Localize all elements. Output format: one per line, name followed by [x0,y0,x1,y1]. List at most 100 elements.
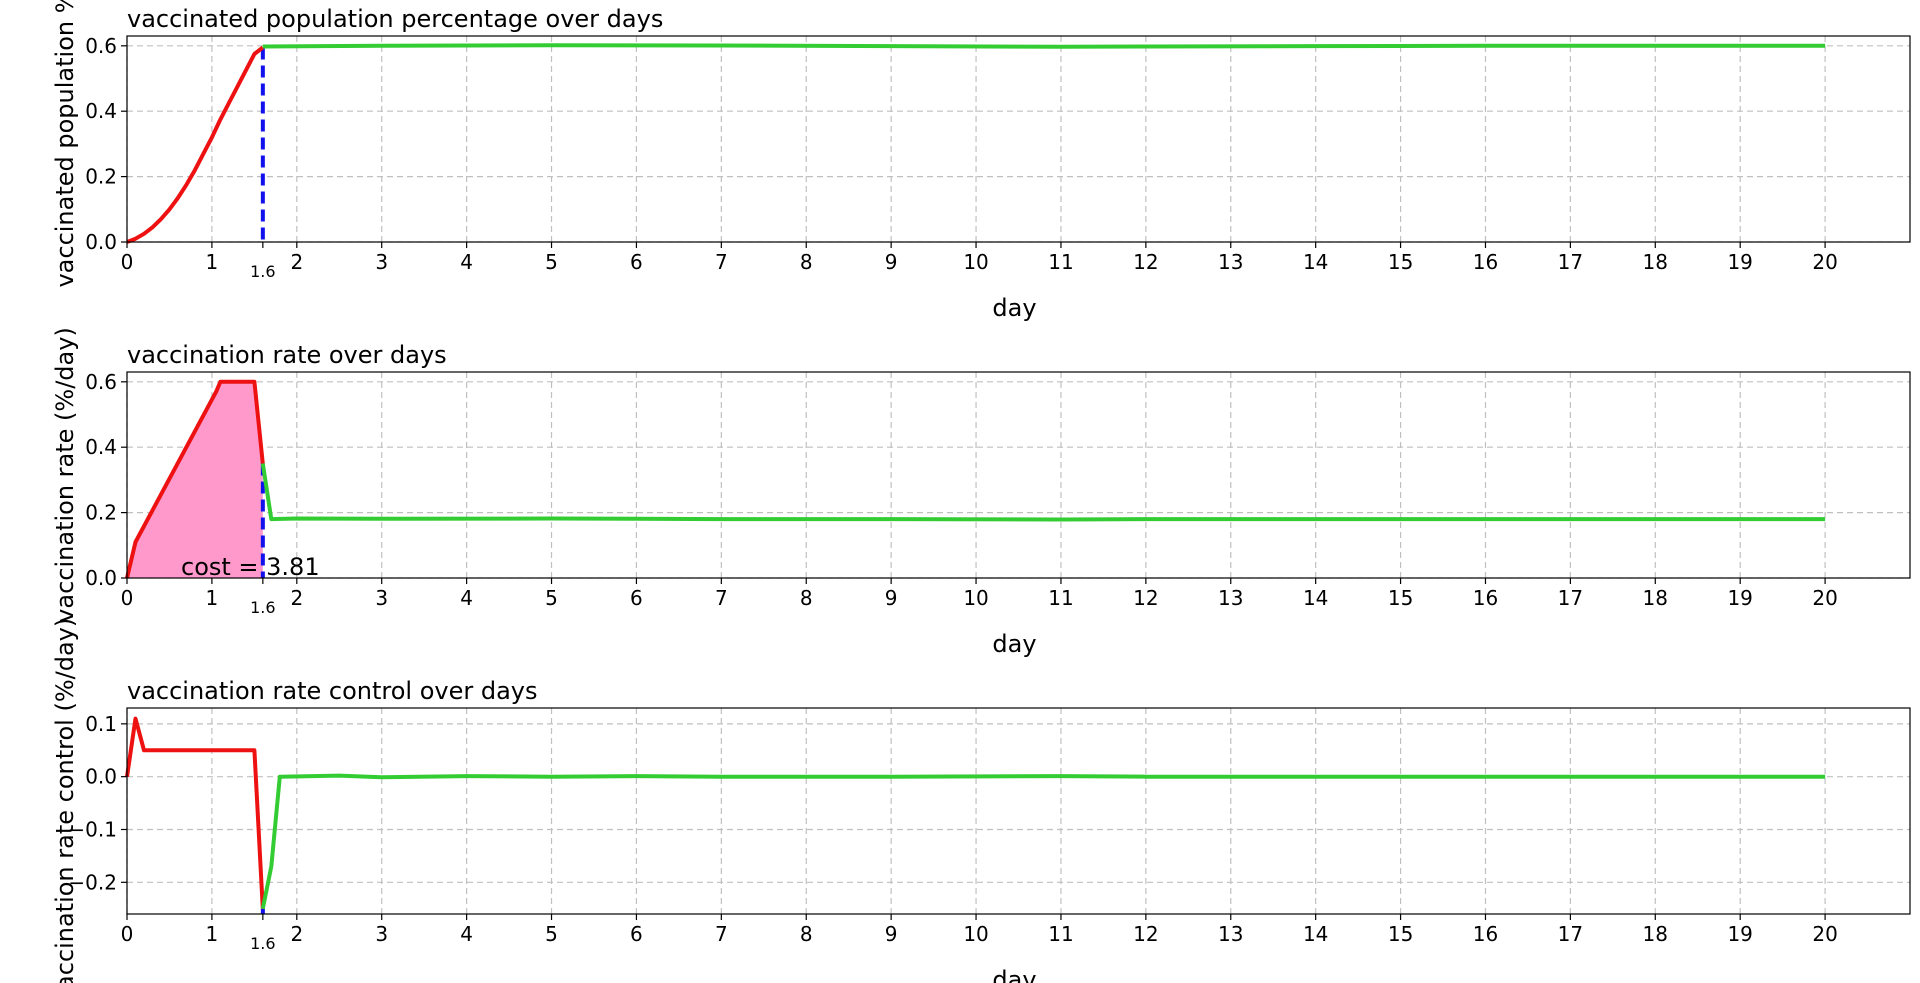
x-tick-label: 8 [800,250,813,274]
axes-frame [126,35,1911,243]
x-tick-label: 3 [375,586,388,610]
x-tick-label: 1 [206,586,219,610]
x-tick-label: 18 [1643,586,1668,610]
x-tick-label: 19 [1727,922,1752,946]
x-tick-label: 3 [375,250,388,274]
subplot-title: vaccination rate over days [127,341,447,369]
y-tick-label: 0.4 [85,99,117,123]
y-axis-label: vaccinated population % [51,0,79,288]
x-tick-label: 16 [1473,922,1498,946]
cost-area [127,381,263,578]
y-tick-label: 0.0 [85,765,117,789]
x-tick-label: 9 [885,922,898,946]
y-tick-label: 0.2 [85,501,117,525]
x-tick-label: 4 [460,586,473,610]
cost-annotation: cost = 3.81 [181,553,320,581]
x-tick-label: 10 [963,250,988,274]
series-line-1 [126,45,265,244]
x-tick-label: 14 [1303,250,1328,274]
x-tick-label: 3 [375,922,388,946]
y-tick-label: 0.0 [85,566,117,590]
x-tick-label: 19 [1727,586,1752,610]
x-tick-label: 9 [885,586,898,610]
x-tick-label: 9 [885,250,898,274]
subplot-1: vaccinated population percentage over da… [51,0,1911,322]
x-tick-label: 10 [963,922,988,946]
x-tick-label: 15 [1388,922,1413,946]
y-tick-label: 0.2 [85,165,117,189]
x-tick-label: 18 [1643,922,1668,946]
x-tick-label: 6 [630,922,643,946]
switch-day-label: 1.6 [250,598,275,617]
x-tick-label: 20 [1812,586,1837,610]
x-tick-label: 11 [1048,250,1073,274]
x-tick-label: 13 [1218,250,1243,274]
x-tick-label: 8 [800,922,813,946]
x-tick-label: 17 [1558,586,1583,610]
x-tick-label: 6 [630,586,643,610]
series-line-1 [125,379,265,579]
x-tick-label: 13 [1218,922,1243,946]
axes-frame [126,371,1911,579]
x-axis-label: day [992,294,1036,322]
x-tick-label: 12 [1133,586,1158,610]
x-tick-label: 6 [630,250,643,274]
x-tick-label: 18 [1643,250,1668,274]
x-tick-label: 14 [1303,922,1328,946]
y-axis-label: vaccination rate control (%/day) [51,618,79,983]
switch-day-label: 1.6 [250,934,275,953]
x-tick-label: 7 [715,250,728,274]
x-tick-label: 11 [1048,922,1073,946]
axes-frame [126,707,1911,915]
y-tick-label: 0.4 [85,435,117,459]
x-tick-label: 11 [1048,586,1073,610]
x-axis-label: day [992,966,1036,983]
x-tick-label: 20 [1812,250,1837,274]
x-tick-label: 10 [963,586,988,610]
x-tick-label: 16 [1473,586,1498,610]
x-tick-label: 12 [1133,250,1158,274]
x-tick-label: 16 [1473,250,1498,274]
x-tick-label: 1 [206,922,219,946]
y-tick-label: 0.1 [85,712,117,736]
series-line-2 [260,463,1826,522]
x-tick-label: 2 [290,250,303,274]
x-tick-label: 4 [460,922,473,946]
x-tick-label: 0 [121,586,134,610]
x-tick-label: 12 [1133,922,1158,946]
x-tick-label: 2 [290,586,303,610]
x-tick-label: 5 [545,250,558,274]
x-tick-label: 5 [545,586,558,610]
y-tick-label: −0.1 [68,817,117,841]
x-tick-label: 0 [121,250,134,274]
x-tick-label: 17 [1558,250,1583,274]
series-line-2 [260,773,1826,910]
switch-day-label: 1.6 [250,262,275,281]
x-tick-label: 0 [121,922,134,946]
x-tick-label: 13 [1218,586,1243,610]
x-tick-label: 15 [1388,250,1413,274]
x-tick-label: 8 [800,586,813,610]
subplot-title: vaccination rate control over days [127,677,537,705]
y-axis-label: vaccination rate (%/day) [51,327,79,623]
x-tick-label: 7 [715,922,728,946]
y-tick-label: 0.0 [85,230,117,254]
x-tick-label: 5 [545,922,558,946]
y-tick-label: −0.2 [68,870,117,894]
x-axis-label: day [992,630,1036,658]
y-tick-label: 0.6 [85,370,117,394]
subplot-title: vaccinated population percentage over da… [127,5,663,33]
x-tick-label: 2 [290,922,303,946]
series-line-2 [262,43,1826,49]
x-tick-label: 4 [460,250,473,274]
x-tick-label: 1 [206,250,219,274]
x-tick-label: 7 [715,586,728,610]
x-tick-label: 19 [1727,250,1752,274]
y-tick-label: 0.6 [85,34,117,58]
series-line-1 [125,716,265,909]
x-tick-label: 15 [1388,586,1413,610]
x-tick-label: 20 [1812,922,1837,946]
